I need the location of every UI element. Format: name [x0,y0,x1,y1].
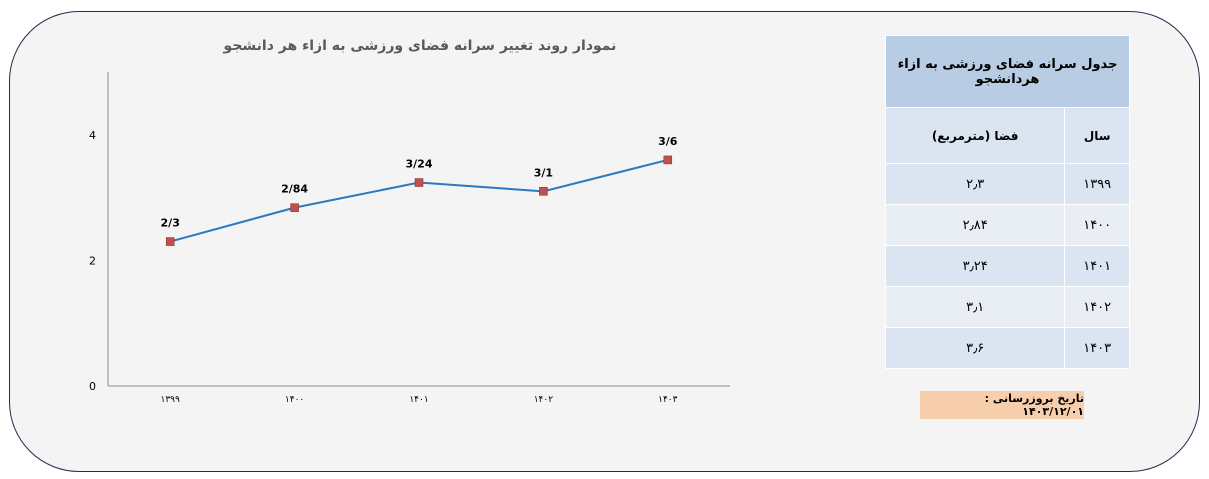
table-title: جدول سرانه فضای ورزشی به ازاء هردانشجو [885,35,1130,108]
chart-title: نمودار روند تغییر سرانه فضای ورزشی به از… [223,38,617,54]
data-point-marker [165,237,175,246]
x-tick-label: ۱۴۰۱ [409,395,428,405]
data-label: 2/84 [281,183,308,196]
cell-year: ۱۴۰۱ [1064,245,1130,287]
cell-space: ۳٫۱ [884,286,1066,328]
data-label: 3/1 [534,166,553,179]
cell-space: ۲٫۸۴ [884,204,1066,246]
header-space: فضا (مترمربع) [884,107,1066,164]
x-tick-label: ۱۴۰۳ [658,395,678,405]
cell-space: ۳٫۲۴ [884,245,1066,287]
data-point-marker [290,203,299,212]
cell-space: ۲٫۳ [884,163,1066,205]
data-label: 3/24 [406,158,433,171]
table-row: ۱۴۰۰ ۲٫۸۴ [884,204,1130,246]
series-line [169,158,669,243]
cell-year: ۱۴۰۲ [1064,286,1130,328]
cell-space: ۳٫۶ [884,327,1066,369]
x-tick-label: ۱۴۰۰ [285,395,304,405]
table-row: ۱۴۰۲ ۳٫۱ [884,286,1130,328]
line-chart: 0 2 4 ۱۳۹۹ ۱۴۰۰ ۱۴۰۱ ۱۴۰۲ ۱۴۰۳ 2/3 2/84 3/24 3/1 3… [89,72,730,405]
data-point-marker [663,155,673,165]
header-year: سال [1064,107,1130,164]
data-table: جدول سرانه فضای ورزشی به ازاء هردانشجو س… [884,35,1130,369]
y-tick-label: 4 [89,129,96,142]
table-row: ۱۴۰۳ ۳٫۶ [884,327,1130,369]
data-label: 3/6 [658,135,678,148]
table-row: ۱۴۰۱ ۳٫۲۴ [884,245,1130,287]
cell-year: ۱۳۹۹ [1064,163,1130,205]
y-tick-label: 2 [89,254,96,267]
data-label: 2/3 [161,217,180,230]
cell-year: ۱۴۰۳ [1064,327,1130,369]
data-point-marker [539,187,548,196]
x-tick-label: ۱۴۰۲ [534,395,554,405]
data-point-marker [414,178,424,187]
table-row: ۱۳۹۹ ۲٫۳ [884,163,1130,205]
x-tick-label: ۱۳۹۹ [161,395,181,405]
y-tick-label: 0 [89,380,96,393]
cell-year: ۱۴۰۰ [1064,204,1130,246]
update-date-note: تاریخ بروزرسانی : ۱۴۰۳/۱۲/۰۱ [920,391,1084,419]
